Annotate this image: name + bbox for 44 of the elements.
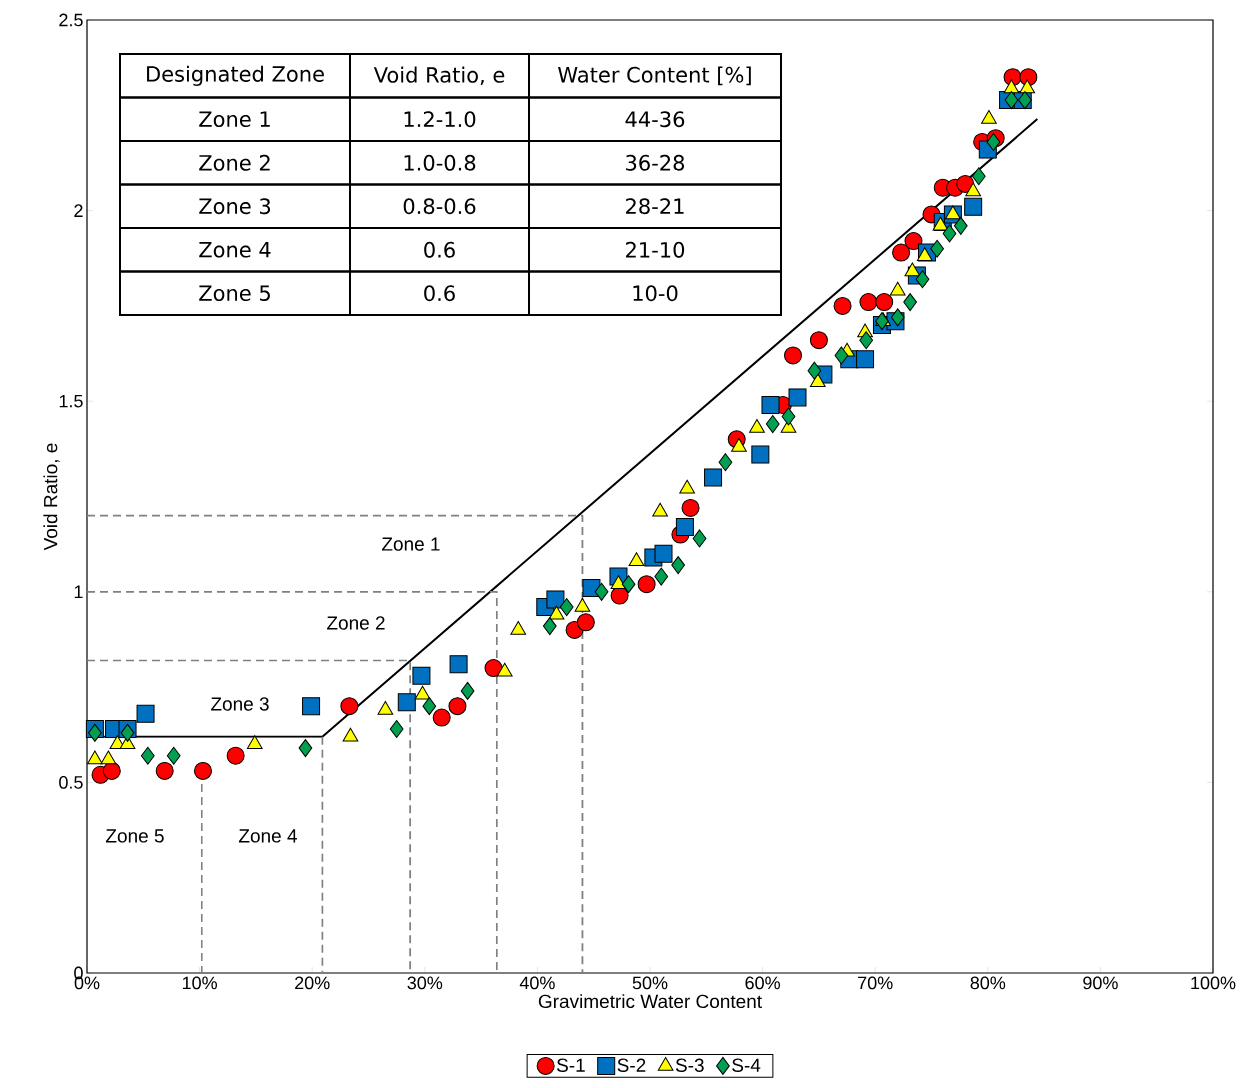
- annotation: 0.6: [424, 285, 455, 302]
- x-tick-label: 60%: [745, 976, 780, 990]
- annotation: Zone 5: [105, 829, 164, 843]
- y-axis-title: Void Ratio, e: [43, 443, 60, 551]
- x-tick-label: 100%: [1191, 976, 1236, 990]
- x-axis-title: Gravimetric Water Content: [538, 994, 762, 1009]
- annotation: 21-10: [626, 241, 685, 258]
- annotation: 28-21: [626, 198, 684, 215]
- x-tick-label: 30%: [407, 976, 443, 990]
- annotation: Zone 4: [238, 829, 297, 843]
- legend-label: S-3: [675, 1058, 704, 1072]
- annotation: Zone 3: [211, 697, 269, 711]
- y-tick-label: 1: [74, 585, 83, 598]
- annotation: Zone 2: [327, 616, 385, 630]
- annotation: Water Content [%]: [558, 66, 751, 86]
- y-tick-label: 1.5: [59, 394, 83, 408]
- annotation: Designated Zone: [147, 65, 324, 86]
- annotation: 0.6: [424, 241, 455, 258]
- x-tick-label: 50%: [632, 976, 668, 990]
- annotation: 10-0: [633, 285, 678, 302]
- y-tick-label: 2: [74, 204, 83, 217]
- legend-label: S-1: [556, 1058, 585, 1072]
- annotation: 1.0-0.8: [404, 154, 476, 171]
- x-tick-label: 10%: [182, 976, 217, 990]
- x-tick-label: 80%: [970, 976, 1006, 990]
- x-tick-label: 20%: [295, 976, 330, 990]
- annotation: Zone 4: [199, 241, 271, 258]
- annotation: Void Ratio, e: [373, 66, 505, 85]
- y-tick-label: 0.5: [59, 776, 83, 789]
- x-tick-label: 70%: [858, 976, 893, 990]
- annotation: 1.2-1.0: [404, 111, 476, 128]
- y-tick-label: 2.5: [59, 13, 83, 27]
- annotation: 0.8-0.6: [403, 198, 476, 215]
- legend-label: S-2: [617, 1058, 646, 1072]
- annotation: Zone 2: [199, 154, 270, 171]
- annotation: Zone 1: [381, 537, 440, 551]
- x-tick-label: 90%: [1083, 976, 1118, 990]
- annotation: 44-36: [625, 111, 685, 128]
- annotation: Zone 5: [199, 285, 270, 301]
- legend-label: S-4: [732, 1058, 761, 1072]
- x-tick-label: 40%: [519, 976, 555, 990]
- annotation: 36-28: [626, 154, 685, 171]
- annotation: Zone 1: [199, 111, 270, 127]
- annotation: Zone 3: [199, 198, 271, 215]
